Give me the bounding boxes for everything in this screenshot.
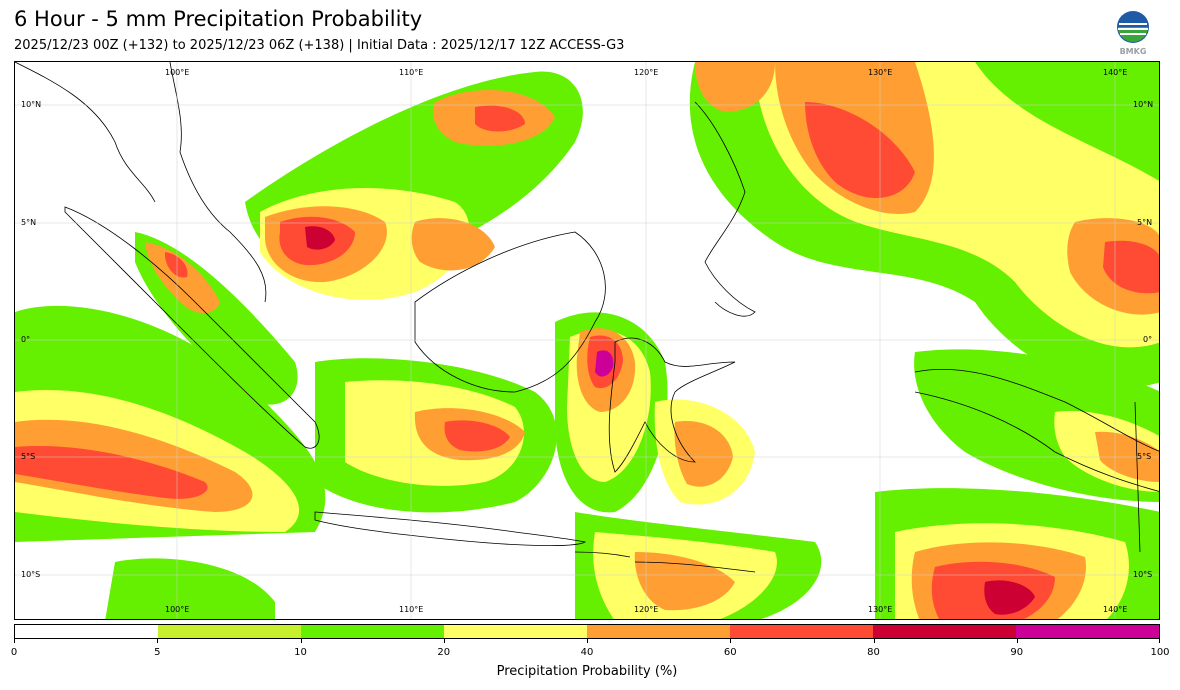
colorbar-segment-2	[301, 625, 444, 638]
colorbar-segment-4	[587, 625, 730, 638]
map-canvas	[15, 62, 1159, 619]
lat-label-left-10n: 10°N	[21, 100, 42, 109]
colorbar-segment-3	[444, 625, 587, 638]
lon-label-bottom-140e: 140°E	[1103, 605, 1128, 614]
colorbar-tick-label-40: 40	[580, 647, 594, 658]
colorbar-tick-label-10: 10	[294, 647, 307, 658]
colorbar-segment-0	[15, 625, 158, 638]
lon-label-bottom-120e: 120°E	[634, 605, 659, 614]
colorbar-segment-5	[730, 625, 873, 638]
bmkg-logo: BMKG	[1114, 10, 1152, 56]
sulawesi-coast	[608, 337, 736, 473]
lon-label-top-130e: 130°E	[868, 68, 893, 77]
precip-field-arafura-sea	[875, 488, 1159, 619]
lat-label-left-0: 0°	[21, 335, 31, 344]
precip-field-south-indian-ocean	[15, 305, 326, 619]
colorbar-tickmark-100	[1159, 639, 1160, 643]
lon-label-top-120e: 120°E	[634, 68, 659, 77]
colorbar-tickmark-90	[1016, 639, 1018, 643]
lat-label-left-10s: 10°S	[21, 570, 41, 579]
colorbar-tick-label-5: 5	[154, 647, 161, 658]
colorbar-tick-label-80: 80	[867, 647, 880, 658]
map-title: 6 Hour - 5 mm Precipitation Probability	[14, 7, 423, 31]
borneo-coast	[414, 231, 606, 393]
precip-field-java-sea	[315, 358, 557, 513]
precipitation-map: 100°E 110°E 120°E 130°E 140°E 100°E 110°…	[14, 61, 1160, 620]
graticule	[15, 62, 1159, 619]
colorbar-tickmark-5	[157, 639, 159, 643]
precip-field-sulawesi	[555, 312, 668, 513]
lat-label-right-5s: 5°S	[1137, 452, 1152, 461]
colorbar-tickmark-40	[587, 639, 588, 643]
precip-field-south-china-sea	[245, 71, 583, 300]
colorbar-tick-label-60: 60	[723, 647, 737, 658]
sumatra-coast	[64, 206, 320, 449]
colorbar-tickmark-20	[443, 639, 445, 643]
colorbar-segment-7	[1016, 625, 1159, 638]
colorbar	[14, 624, 1160, 639]
colorbar-tickmark-0	[14, 639, 15, 643]
lon-label-top-100e: 100°E	[165, 68, 190, 77]
nusa-tenggara-coast	[574, 551, 756, 573]
indochina-coast	[15, 62, 156, 203]
map-subtitle: 2025/12/23 00Z (+132) to 2025/12/23 06Z …	[14, 38, 625, 53]
colorbar-segment-1	[158, 625, 301, 638]
lat-label-right-5n: 5°N	[1137, 218, 1153, 227]
svg-text:BMKG: BMKG	[1120, 47, 1147, 56]
lon-label-bottom-130e: 130°E	[868, 605, 893, 614]
precip-field-sumatra	[135, 232, 298, 405]
lat-label-right-10n: 10°N	[1133, 100, 1154, 109]
colorbar-tickmark-60	[730, 639, 732, 643]
colorbar-tick-label-100: 100	[1150, 647, 1170, 658]
colorbar-tick-label-0: 0	[10, 647, 18, 658]
colorbar-tickmark-10	[300, 639, 302, 643]
lat-label-right-10s: 10°S	[1133, 570, 1153, 579]
lon-label-top-140e: 140°E	[1103, 68, 1128, 77]
colorbar-label: Precipitation Probability (%)	[496, 664, 678, 679]
lon-label-bottom-100e: 100°E	[165, 605, 190, 614]
lat-label-left-5n: 5°N	[21, 218, 37, 227]
philippines-coast	[694, 101, 756, 317]
precip-field-papua	[914, 349, 1159, 502]
colorbar-segment-6	[873, 625, 1016, 638]
java-coast	[314, 511, 587, 547]
lon-label-top-110e: 110°E	[399, 68, 424, 77]
colorbar-tickmark-80	[873, 639, 875, 643]
papua-coast	[914, 369, 1159, 492]
precip-field-pacific	[689, 62, 1159, 388]
png-border	[1134, 401, 1141, 553]
malay-peninsula-coast	[169, 62, 267, 303]
colorbar-tick-label-20: 20	[437, 647, 451, 658]
lon-label-bottom-110e: 110°E	[399, 605, 424, 614]
lat-label-right-0: 0°	[1143, 335, 1153, 344]
colorbar-tick-label-90: 90	[1010, 647, 1024, 658]
coastlines	[15, 62, 1159, 573]
lat-label-left-5s: 5°S	[21, 452, 36, 461]
